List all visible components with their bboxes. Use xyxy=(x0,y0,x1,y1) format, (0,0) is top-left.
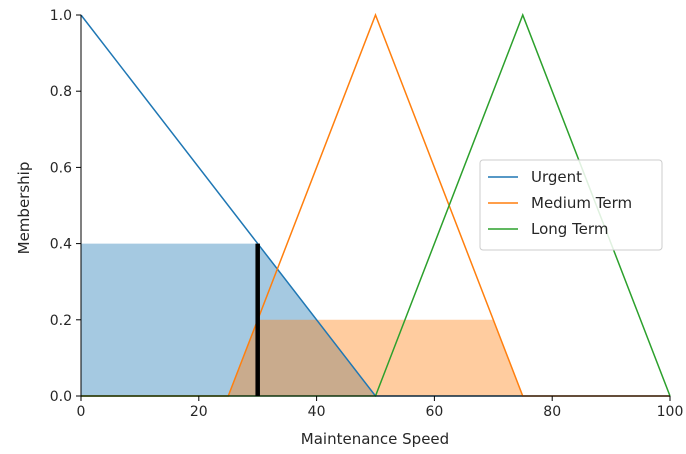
y-ticks: 0.0 0.2 0.4 0.6 0.8 1.0 xyxy=(50,8,81,405)
y-tick-label: 0.0 xyxy=(50,389,72,405)
medium-term-filled-region xyxy=(228,319,523,396)
x-tick-label: 100 xyxy=(657,404,684,420)
y-tick-label: 0.4 xyxy=(50,237,72,253)
x-tick-label: 0 xyxy=(77,404,86,420)
x-ticks: 0 20 40 60 80 100 xyxy=(77,396,684,420)
x-tick-label: 60 xyxy=(425,404,443,420)
y-tick-label: 1.0 xyxy=(50,8,72,24)
legend: Urgent Medium Term Long Term xyxy=(479,159,663,251)
x-tick-label: 20 xyxy=(190,404,208,420)
y-tick-label: 0.6 xyxy=(50,160,72,176)
y-tick-label: 0.8 xyxy=(50,84,72,100)
filled-regions xyxy=(81,243,523,396)
x-axis-title: Maintenance Speed xyxy=(301,430,449,448)
legend-box xyxy=(479,159,663,251)
y-tick-label: 0.2 xyxy=(50,313,72,329)
legend-label-urgent: Urgent xyxy=(531,168,582,186)
legend-label-long-term: Long Term xyxy=(531,220,608,238)
y-axis-title: Membership xyxy=(15,162,33,255)
x-tick-label: 80 xyxy=(543,404,561,420)
axes xyxy=(80,15,670,397)
urgent-filled-region xyxy=(81,243,376,396)
legend-label-medium-term: Medium Term xyxy=(531,194,632,212)
x-tick-label: 40 xyxy=(308,404,326,420)
